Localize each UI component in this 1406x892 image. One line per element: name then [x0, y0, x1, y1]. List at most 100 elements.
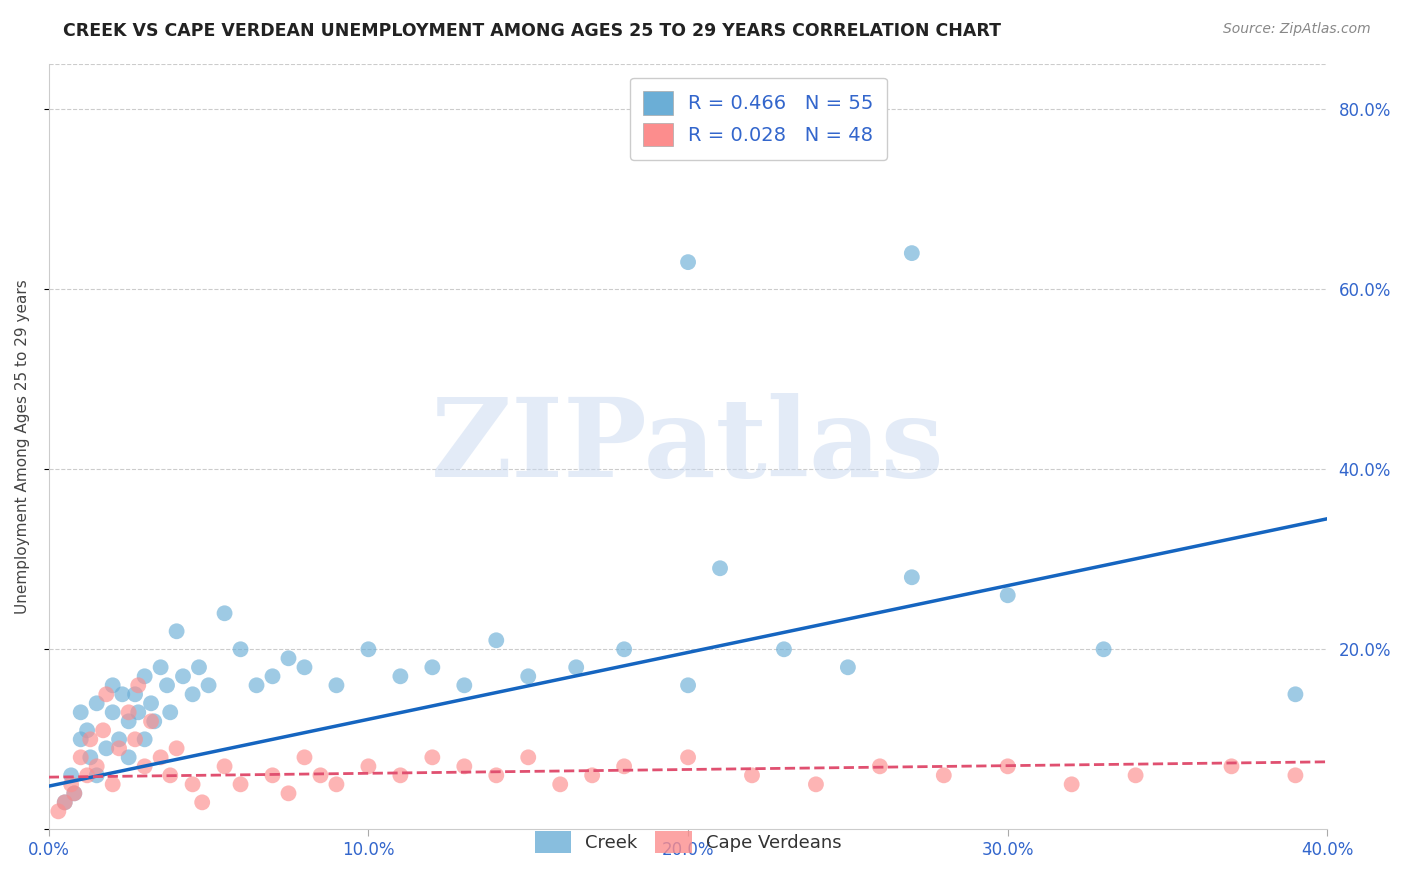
Point — [613, 759, 636, 773]
Point — [1284, 687, 1306, 701]
Point — [96, 741, 118, 756]
Point — [932, 768, 955, 782]
Point — [127, 706, 149, 720]
Point — [262, 669, 284, 683]
Point — [156, 678, 179, 692]
Point — [60, 768, 83, 782]
Point — [229, 777, 252, 791]
Point — [134, 759, 156, 773]
Y-axis label: Unemployment Among Ages 25 to 29 years: Unemployment Among Ages 25 to 29 years — [15, 279, 30, 614]
Point — [869, 759, 891, 773]
Point — [166, 624, 188, 639]
Point — [485, 768, 508, 782]
Point — [676, 750, 699, 764]
Point — [453, 759, 475, 773]
Point — [139, 696, 162, 710]
Point — [262, 768, 284, 782]
Point — [166, 741, 188, 756]
Point — [229, 642, 252, 657]
Point — [1284, 768, 1306, 782]
Point — [294, 750, 316, 764]
Point — [134, 669, 156, 683]
Point — [1060, 777, 1083, 791]
Point — [86, 768, 108, 782]
Point — [1092, 642, 1115, 657]
Point — [997, 588, 1019, 602]
Point — [581, 768, 603, 782]
Point — [565, 660, 588, 674]
Point — [127, 678, 149, 692]
Text: Source: ZipAtlas.com: Source: ZipAtlas.com — [1223, 22, 1371, 37]
Point — [63, 786, 86, 800]
Point — [214, 759, 236, 773]
Point — [134, 732, 156, 747]
Point — [277, 786, 299, 800]
Point — [325, 678, 347, 692]
Point — [453, 678, 475, 692]
Point — [245, 678, 267, 692]
Point — [172, 669, 194, 683]
Point — [741, 768, 763, 782]
Point — [837, 660, 859, 674]
Point — [1220, 759, 1243, 773]
Point — [124, 732, 146, 747]
Text: CREEK VS CAPE VERDEAN UNEMPLOYMENT AMONG AGES 25 TO 29 YEARS CORRELATION CHART: CREEK VS CAPE VERDEAN UNEMPLOYMENT AMONG… — [63, 22, 1001, 40]
Point — [86, 696, 108, 710]
Point — [124, 687, 146, 701]
Text: ZIPatlas: ZIPatlas — [432, 393, 945, 500]
Point — [357, 759, 380, 773]
Point — [420, 660, 443, 674]
Point — [101, 678, 124, 692]
Point — [181, 687, 204, 701]
Point — [309, 768, 332, 782]
Point — [96, 687, 118, 701]
Point — [101, 777, 124, 791]
Point — [69, 706, 91, 720]
Point — [548, 777, 571, 791]
Point — [79, 732, 101, 747]
Point — [709, 561, 731, 575]
Point — [159, 768, 181, 782]
Point — [773, 642, 796, 657]
Point — [143, 714, 166, 729]
Point — [294, 660, 316, 674]
Point — [214, 607, 236, 621]
Point — [420, 750, 443, 764]
Point — [108, 741, 131, 756]
Point — [79, 750, 101, 764]
Point — [389, 669, 412, 683]
Point — [277, 651, 299, 665]
Point — [53, 795, 76, 809]
Point — [76, 768, 98, 782]
Point — [149, 750, 172, 764]
Point — [613, 642, 636, 657]
Point — [139, 714, 162, 729]
Point — [118, 706, 141, 720]
Point — [108, 732, 131, 747]
Point — [485, 633, 508, 648]
Legend: Creek, Cape Verdeans: Creek, Cape Verdeans — [526, 822, 851, 863]
Point — [188, 660, 211, 674]
Point — [389, 768, 412, 782]
Point — [63, 786, 86, 800]
Point — [118, 714, 141, 729]
Point — [357, 642, 380, 657]
Point — [676, 255, 699, 269]
Point — [325, 777, 347, 791]
Point — [901, 246, 924, 260]
Point — [53, 795, 76, 809]
Point — [101, 706, 124, 720]
Point — [191, 795, 214, 809]
Point — [118, 750, 141, 764]
Point — [517, 669, 540, 683]
Point — [197, 678, 219, 692]
Point — [76, 723, 98, 738]
Point — [91, 723, 114, 738]
Point — [69, 732, 91, 747]
Point — [111, 687, 134, 701]
Point — [149, 660, 172, 674]
Point — [181, 777, 204, 791]
Point — [901, 570, 924, 584]
Point — [517, 750, 540, 764]
Point — [997, 759, 1019, 773]
